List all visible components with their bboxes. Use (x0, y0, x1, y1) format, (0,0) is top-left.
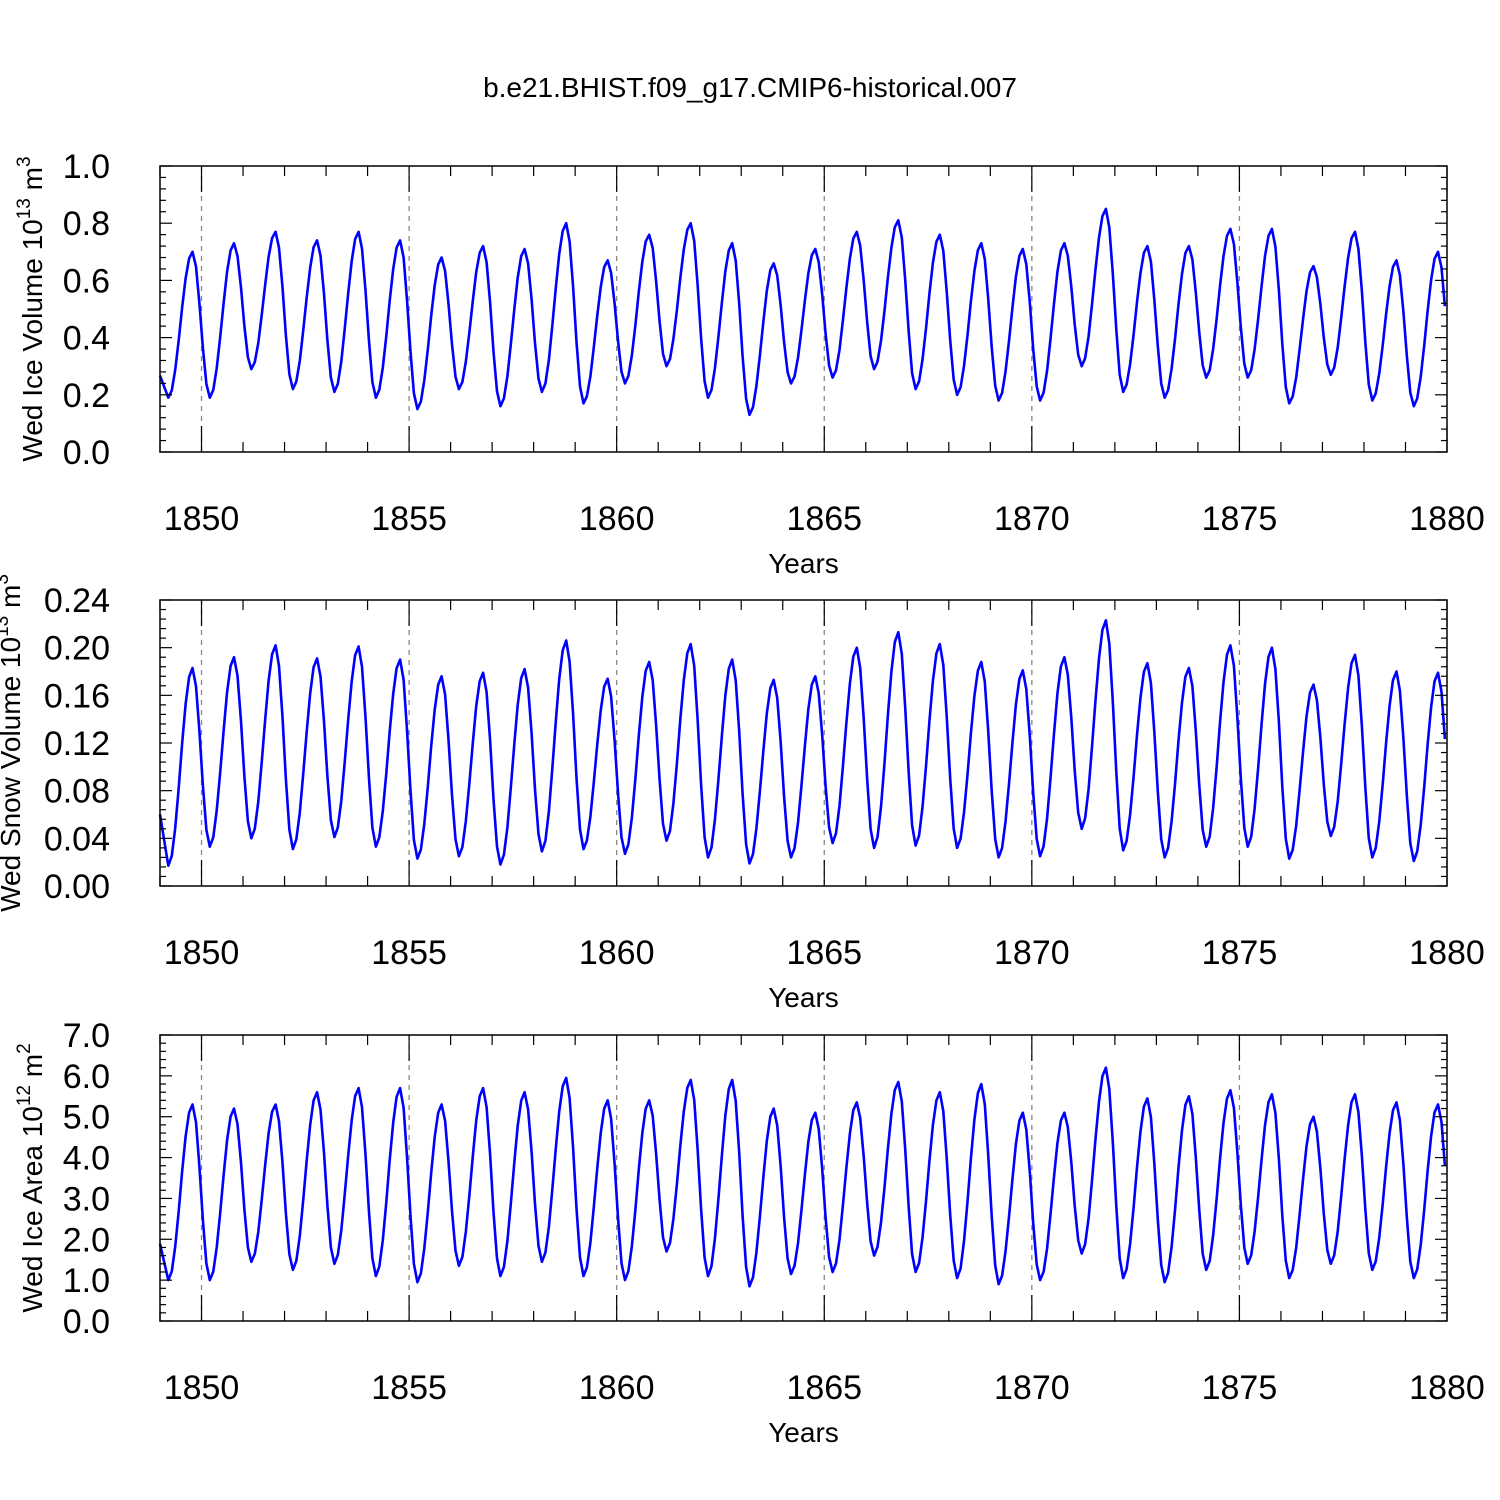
plot-frame (159, 599, 1448, 887)
y-axis-title: Wed Ice Area 1012 m2 (14, 1043, 48, 1312)
y-tick-label: 0.24 (44, 582, 110, 620)
x-tick-label: 1865 (786, 1369, 862, 1407)
x-tick-label: 1855 (371, 1369, 447, 1407)
x-tick-label: 1880 (1409, 1369, 1485, 1407)
x-tick-label: 1865 (786, 500, 862, 538)
x-tick-label: 1860 (579, 934, 655, 972)
y-tick-label: 7.0 (63, 1017, 110, 1055)
y-tick-label: 4.0 (63, 1140, 110, 1178)
x-axis-title: Years (768, 982, 839, 1013)
x-axis-title: Years (768, 548, 839, 579)
y-tick-label: 5.0 (63, 1099, 110, 1137)
x-axis-title: Years (768, 1417, 839, 1448)
y-tick-label: 0.2 (63, 377, 110, 415)
x-tick-label: 1850 (164, 500, 240, 538)
x-tick-label: 1850 (164, 1369, 240, 1407)
y-tick-label: 0.00 (44, 868, 110, 906)
y-tick-label: 0.16 (44, 677, 110, 715)
plot-frame (159, 1034, 1448, 1322)
y-tick-label: 0.04 (44, 820, 110, 858)
series-line (158, 207, 1447, 417)
x-tick-label: 1855 (371, 500, 447, 538)
y-tick-label: 1.0 (63, 1262, 110, 1300)
y-tick-label: 6.0 (63, 1058, 110, 1096)
y-tick-label: 3.0 (63, 1180, 110, 1218)
y-tick-label: 0.8 (63, 205, 110, 243)
x-tick-label: 1875 (1202, 1369, 1278, 1407)
y-axis-title: Wed Ice Volume 1013 m3 (14, 156, 48, 461)
panel-ice-area: 0.01.02.03.04.05.06.07.0 1850 1855 1860 1865… (14, 1017, 1485, 1448)
y-tick-label: 2.0 (63, 1221, 110, 1259)
x-tick-label: 1860 (579, 1369, 655, 1407)
y-tick-label: 0.4 (63, 320, 110, 358)
x-tick-label: 1880 (1409, 934, 1485, 972)
y-tick-label: 0.6 (63, 262, 110, 300)
x-tick-label: 1875 (1202, 500, 1278, 538)
x-tick-label: 1865 (786, 934, 862, 972)
y-tick-label: 0.08 (44, 773, 110, 811)
x-tick-label: 1870 (994, 934, 1070, 972)
panel-snow-volume: 0.00 0.04 0.08 0.12 0.16 0.20 0.24 1850 1855 1860… (0, 574, 1485, 1013)
x-tick-label: 1870 (994, 500, 1070, 538)
y-tick-label: 1.0 (63, 148, 110, 186)
series-line (158, 1066, 1447, 1288)
y-tick-label: 0.0 (63, 434, 110, 472)
chart-title: b.e21.BHIST.f09_g17.CMIP6-historical.007 (483, 72, 1017, 103)
plot-frame (159, 165, 1448, 453)
y-tick-label: 0.20 (44, 630, 110, 668)
x-tick-label: 1860 (579, 500, 655, 538)
x-tick-label: 1855 (371, 934, 447, 972)
y-tick-label: 0.12 (44, 725, 110, 763)
x-tick-label: 1875 (1202, 934, 1278, 972)
y-axis-title: Wed Snow Volume 1013 m3 (0, 574, 26, 912)
series-line (158, 619, 1447, 867)
x-tick-label: 1870 (994, 1369, 1070, 1407)
y-tick-label: 0.0 (63, 1303, 110, 1341)
x-tick-label: 1880 (1409, 500, 1485, 538)
x-tick-label: 1850 (164, 934, 240, 972)
panel-ice-volume: 0.0 0.2 0.4 0.6 0.8 1.0 1850 1855 1860 1865 1870 18… (14, 148, 1485, 579)
